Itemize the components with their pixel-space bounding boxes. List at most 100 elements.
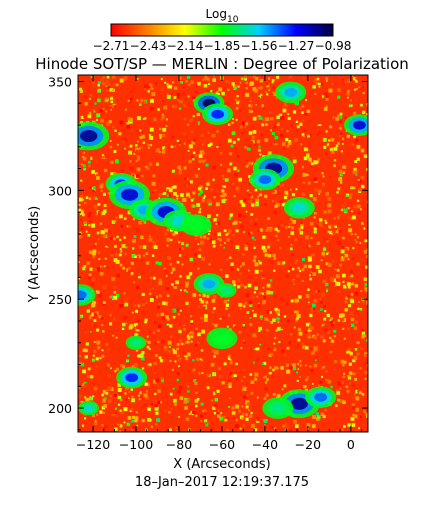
heatmap-texture-cell bbox=[207, 78, 210, 81]
heatmap-texture-cell bbox=[232, 280, 236, 284]
heatmap-texture-cell bbox=[167, 194, 171, 198]
heatmap-texture-cell bbox=[179, 274, 182, 278]
heatmap-texture-cell bbox=[259, 153, 262, 156]
heatmap-texture-cell bbox=[358, 99, 361, 102]
heatmap-texture-cell bbox=[152, 174, 156, 178]
heatmap-texture-cell bbox=[179, 322, 181, 325]
heatmap-texture-cell bbox=[121, 327, 125, 331]
heatmap-texture-cell bbox=[230, 244, 234, 247]
heatmap-texture-cell bbox=[217, 238, 220, 241]
heatmap-texture-cell bbox=[105, 245, 107, 248]
heatmap-texture-cell bbox=[176, 260, 180, 264]
heatmap-texture-cell bbox=[264, 423, 266, 426]
heatmap-texture-cell bbox=[85, 196, 89, 199]
heatmap-texture-cell bbox=[324, 310, 327, 313]
heatmap-texture-cell bbox=[360, 347, 363, 351]
heatmap-texture-cell bbox=[270, 281, 273, 284]
heatmap-texture-cell bbox=[293, 188, 296, 191]
heatmap-texture-cell bbox=[115, 160, 119, 164]
x-tick-label: 0 bbox=[347, 437, 355, 452]
heatmap-texture-cell bbox=[184, 352, 188, 356]
heatmap-texture-cell bbox=[132, 426, 135, 429]
heatmap-texture-cell bbox=[299, 230, 304, 235]
heatmap-texture-cell bbox=[248, 109, 252, 113]
heatmap-texture-cell bbox=[239, 221, 241, 224]
heatmap-texture-cell bbox=[193, 379, 197, 382]
heatmap-texture-cell bbox=[118, 346, 122, 349]
heatmap-texture-cell bbox=[156, 418, 161, 423]
heatmap-texture-cell bbox=[315, 225, 319, 229]
heatmap-texture-cell bbox=[153, 245, 158, 249]
heatmap-texture-cell bbox=[275, 191, 280, 196]
heatmap-texture-cell bbox=[184, 177, 187, 180]
heatmap-texture-cell bbox=[183, 289, 187, 292]
colorbar-label-base: Log bbox=[206, 7, 227, 21]
heatmap-texture-cell bbox=[321, 324, 324, 327]
heatmap-texture-cell bbox=[172, 81, 175, 84]
heatmap-texture-cell bbox=[353, 356, 358, 360]
heatmap-texture-cell bbox=[230, 144, 234, 148]
heatmap-texture-cell bbox=[341, 428, 344, 431]
heatmap-texture-cell bbox=[248, 131, 253, 135]
heatmap-texture-cell bbox=[114, 407, 118, 410]
heatmap-texture-cell bbox=[346, 350, 349, 354]
heatmap-texture-cell bbox=[208, 82, 211, 86]
heatmap-texture-cell bbox=[347, 90, 350, 93]
heatmap-texture-cell bbox=[139, 136, 143, 140]
heatmap-texture-cell bbox=[340, 181, 343, 184]
heatmap-texture-cell bbox=[329, 319, 332, 322]
heatmap-texture-cell bbox=[79, 367, 82, 370]
heatmap-texture-cell bbox=[203, 386, 207, 391]
heatmap-texture-cell bbox=[350, 323, 355, 327]
heatmap-texture-cell bbox=[254, 269, 259, 274]
polarization-feature bbox=[262, 397, 294, 419]
heatmap-texture-cell bbox=[126, 125, 131, 129]
heatmap-texture-cell bbox=[101, 154, 104, 157]
heatmap-texture-cell bbox=[213, 209, 216, 211]
heatmap-texture-cell bbox=[151, 245, 155, 249]
heatmap-texture-cell bbox=[362, 92, 365, 95]
heatmap-texture-cell bbox=[364, 287, 368, 292]
heatmap-texture-cell bbox=[285, 425, 290, 429]
heatmap-texture-cell bbox=[156, 313, 160, 317]
heatmap-texture-cell bbox=[87, 114, 92, 119]
heatmap-texture-cell bbox=[318, 384, 321, 387]
heatmap-texture-cell bbox=[113, 291, 117, 294]
heatmap-texture-cell bbox=[252, 75, 257, 79]
heatmap-texture-cell bbox=[212, 372, 217, 377]
heatmap-texture-cell bbox=[359, 367, 362, 370]
heatmap-texture-cell bbox=[231, 121, 234, 124]
heatmap-texture-cell bbox=[168, 345, 171, 349]
heatmap-texture-cell bbox=[148, 363, 152, 367]
heatmap-texture-cell bbox=[97, 81, 101, 85]
heatmap-texture-cell bbox=[296, 274, 300, 278]
heatmap-texture-cell bbox=[293, 102, 296, 105]
y-axis-label: Y (Arcseconds) bbox=[27, 206, 42, 303]
heatmap-texture-cell bbox=[95, 174, 99, 177]
heatmap-texture-cell bbox=[235, 245, 240, 249]
heatmap-texture-cell bbox=[113, 150, 117, 153]
heatmap-texture-cell bbox=[254, 286, 258, 290]
heatmap-texture-cell bbox=[339, 387, 342, 390]
heatmap-texture-cell bbox=[124, 392, 127, 395]
heatmap-texture-cell bbox=[128, 325, 133, 330]
heatmap-texture-cell bbox=[307, 334, 312, 339]
heatmap-texture-cell bbox=[141, 351, 145, 355]
heatmap-texture-cell bbox=[136, 325, 140, 330]
heatmap-texture-cell bbox=[135, 174, 140, 178]
heatmap-texture-cell bbox=[234, 98, 237, 101]
heatmap-texture-cell bbox=[325, 370, 328, 373]
heatmap-texture-cell bbox=[242, 385, 245, 388]
heatmap-texture-cell bbox=[190, 199, 194, 202]
heatmap-texture-cell bbox=[243, 341, 246, 344]
heatmap-texture-cell bbox=[158, 303, 161, 306]
heatmap-texture-cell bbox=[88, 316, 92, 320]
heatmap-texture-cell bbox=[123, 315, 128, 320]
heatmap-texture-cell bbox=[276, 394, 281, 398]
heatmap-texture-cell bbox=[158, 197, 160, 199]
heatmap-texture-cell bbox=[207, 327, 210, 330]
heatmap-texture-cell bbox=[116, 273, 120, 278]
heatmap-texture-cell bbox=[326, 330, 331, 335]
heatmap-texture-cell bbox=[277, 122, 280, 126]
heatmap-texture-cell bbox=[282, 319, 286, 323]
